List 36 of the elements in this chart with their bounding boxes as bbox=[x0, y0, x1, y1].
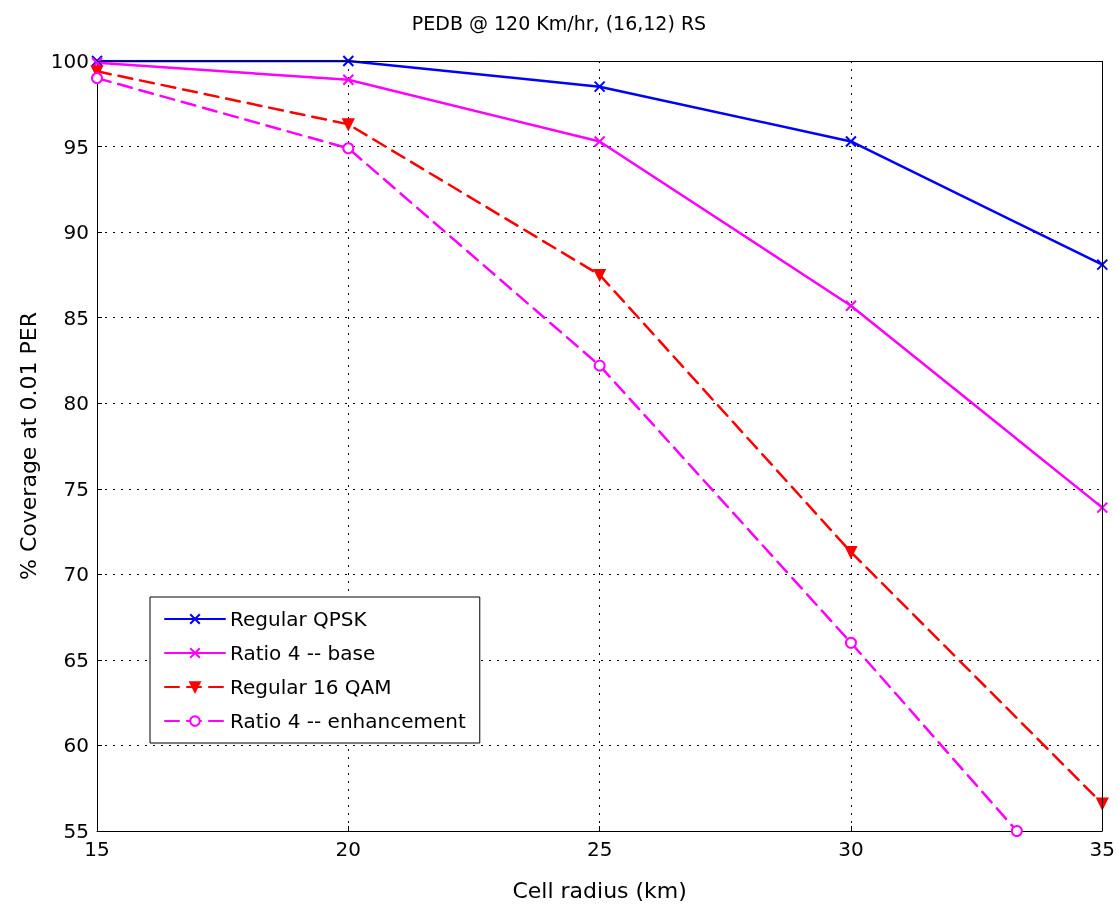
y-tick-label: 100 bbox=[50, 49, 89, 73]
point bbox=[342, 73, 355, 86]
point bbox=[342, 118, 355, 131]
chart-title: PEDB @ 120 Km/hr, (16,12) RS bbox=[411, 11, 707, 34]
legend-label: Regular 16 QAM bbox=[230, 675, 392, 699]
x-tick-label: 35 bbox=[1089, 837, 1115, 861]
point bbox=[593, 80, 606, 93]
y-tick-label: 90 bbox=[63, 220, 89, 245]
y-tick-label: 75 bbox=[63, 476, 89, 501]
y-tick-label: 70 bbox=[63, 562, 89, 587]
point bbox=[593, 268, 606, 281]
x-axis-title: Cell radius (km) bbox=[512, 877, 687, 903]
y-tick-label: 95 bbox=[63, 134, 89, 159]
point bbox=[844, 636, 857, 649]
y-axis-title: % Coverage at 0.01 PER bbox=[16, 312, 42, 580]
legend-label: Ratio 4 -- base bbox=[230, 641, 376, 665]
y-tick-label: 60 bbox=[63, 733, 89, 758]
point bbox=[91, 72, 103, 85]
x-tick-label: 30 bbox=[838, 837, 864, 861]
legend-label: Regular QPSK bbox=[230, 607, 368, 631]
point bbox=[1096, 501, 1109, 514]
y-tick-label: 80 bbox=[63, 391, 89, 416]
point bbox=[593, 359, 606, 372]
point bbox=[1096, 258, 1109, 271]
point bbox=[844, 546, 857, 559]
point bbox=[844, 135, 857, 148]
x-tick-label: 25 bbox=[586, 837, 613, 861]
legend-label: Ratio 4 -- enhancement bbox=[230, 709, 466, 733]
point bbox=[593, 135, 606, 148]
y-tick-label: 65 bbox=[63, 647, 89, 672]
point bbox=[1010, 825, 1023, 837]
point bbox=[342, 55, 355, 67]
y-tick-label: 85 bbox=[63, 305, 89, 330]
point bbox=[844, 299, 857, 312]
x-tick-label: 20 bbox=[335, 837, 362, 861]
point bbox=[342, 142, 355, 155]
